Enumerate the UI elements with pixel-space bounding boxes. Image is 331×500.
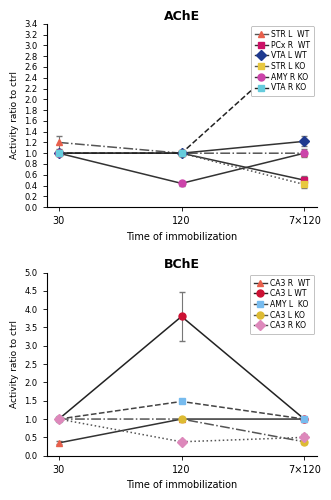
Y-axis label: Activity ratio to ctrl: Activity ratio to ctrl [10,72,19,160]
Legend: CA3 R  WT, CA3 L WT, AMY L  KO, CA3 L KO, CA3 R KO: CA3 R WT, CA3 L WT, AMY L KO, CA3 L KO, … [250,275,314,334]
X-axis label: Time of immobilization: Time of immobilization [126,232,237,241]
Y-axis label: Activity ratio to ctrl: Activity ratio to ctrl [10,320,19,408]
Title: BChE: BChE [164,258,200,272]
Title: AChE: AChE [164,10,200,22]
X-axis label: Time of immobilization: Time of immobilization [126,480,237,490]
Legend: STR L  WT, PCx R  WT, VTA L WT, STR L KO, AMY R KO, VTA R KO: STR L WT, PCx R WT, VTA L WT, STR L KO, … [251,26,314,96]
